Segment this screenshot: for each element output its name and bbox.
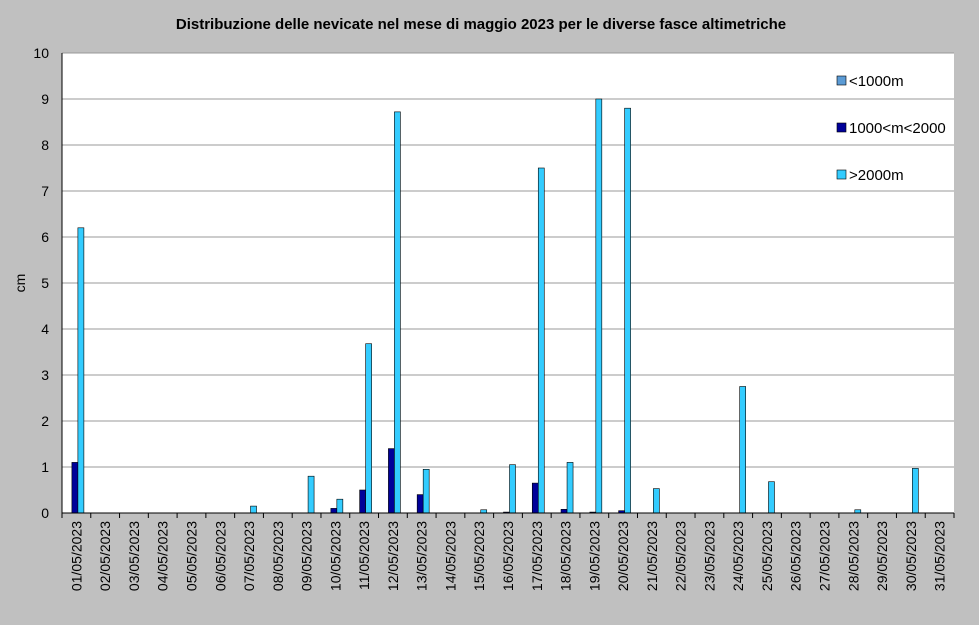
x-tick-label: 19/05/2023	[586, 521, 602, 591]
x-tick-label: 07/05/2023	[241, 521, 257, 591]
legend-swatch	[836, 169, 847, 180]
x-tick-label: 09/05/2023	[299, 521, 315, 591]
y-tick-label: 8	[41, 137, 49, 153]
x-tick-label: 21/05/2023	[644, 521, 660, 591]
legend-label: >2000m	[849, 167, 904, 184]
x-tick-label: 31/05/2023	[932, 521, 948, 591]
x-tick-label: 02/05/2023	[97, 521, 113, 591]
bar	[595, 98, 603, 514]
y-tick-label: 5	[41, 275, 49, 291]
x-tick-label: 25/05/2023	[759, 521, 775, 591]
legend: <1000m 1000<m<2000 >2000m	[836, 73, 946, 184]
bar	[422, 468, 430, 514]
y-tick-label: 2	[41, 413, 49, 429]
chart-title: Distribuzione delle nevicate nel mese di…	[175, 16, 787, 33]
x-tick-label: 26/05/2023	[788, 521, 804, 591]
x-tick-label: 14/05/2023	[442, 521, 458, 591]
y-tick-label: 4	[41, 321, 49, 337]
x-tick-label: 03/05/2023	[126, 521, 142, 591]
x-tick-label: 10/05/2023	[327, 521, 343, 591]
x-tick-label: 20/05/2023	[615, 521, 631, 591]
legend-swatch	[836, 75, 847, 86]
bar	[307, 475, 315, 514]
legend-label: <1000m	[849, 73, 904, 90]
bar	[394, 111, 401, 514]
x-tick-label: 15/05/2023	[471, 521, 487, 591]
bar	[537, 167, 545, 514]
bar	[250, 505, 257, 514]
x-tick-label: 27/05/2023	[817, 521, 833, 591]
bar	[77, 227, 85, 514]
y-tick-label: 6	[41, 229, 49, 245]
x-tick-label: 17/05/2023	[529, 521, 545, 591]
bar	[336, 498, 344, 514]
y-tick-label: 1	[41, 459, 49, 475]
x-tick-label: 24/05/2023	[730, 521, 746, 591]
bar	[624, 107, 631, 514]
y-axis-label: cm	[12, 274, 28, 293]
x-tick-label: 16/05/2023	[500, 521, 516, 591]
x-tick-label: 29/05/2023	[874, 521, 890, 591]
y-tick-label: 0	[41, 505, 49, 521]
y-tick-label: 3	[41, 367, 49, 383]
x-tick-label: 18/05/2023	[558, 521, 574, 591]
bar	[388, 448, 395, 514]
x-tick-label: 13/05/2023	[414, 521, 430, 591]
y-tick-label: 7	[41, 183, 49, 199]
x-tick-label: 05/05/2023	[183, 521, 199, 591]
bar	[416, 494, 424, 514]
legend-label: 1000<m<2000	[849, 120, 946, 137]
legend-swatch	[836, 122, 847, 133]
x-tick-label: 11/05/2023	[356, 521, 372, 590]
y-tick-label: 10	[33, 45, 49, 61]
bar	[359, 489, 366, 514]
x-tick-label: 30/05/2023	[903, 521, 919, 591]
x-tick-label: 12/05/2023	[385, 521, 401, 591]
bar	[531, 482, 539, 514]
bar	[912, 468, 919, 514]
bar	[509, 464, 516, 514]
bar	[365, 343, 372, 514]
bar	[566, 462, 574, 514]
x-tick-label: 06/05/2023	[212, 521, 228, 591]
bar	[560, 509, 568, 514]
x-tick-label: 01/05/2023	[68, 521, 84, 591]
bar	[739, 386, 746, 514]
x-tick-label: 28/05/2023	[845, 521, 861, 591]
gridlines	[62, 52, 954, 468]
y-tick-label: 9	[41, 91, 49, 107]
bar	[768, 481, 775, 514]
axes: 0 1 2 3 4 5 6 7 8 9 10 01/05/2023 02/05/2023 03/05/20…	[33, 45, 955, 591]
x-tick-label: 22/05/2023	[673, 521, 689, 591]
x-tick-label: 23/05/2023	[701, 521, 717, 591]
bar	[71, 462, 79, 514]
bar	[653, 488, 660, 514]
x-tick-label: 04/05/2023	[155, 521, 171, 591]
x-tick-label: 08/05/2023	[270, 521, 286, 591]
bar	[330, 508, 338, 514]
